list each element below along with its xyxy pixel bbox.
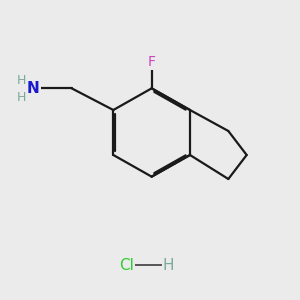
Text: H: H bbox=[163, 257, 174, 272]
Text: H: H bbox=[17, 91, 26, 104]
Text: F: F bbox=[148, 55, 156, 69]
Text: N: N bbox=[27, 81, 40, 96]
Text: Cl: Cl bbox=[119, 257, 134, 272]
Text: H: H bbox=[17, 74, 26, 88]
